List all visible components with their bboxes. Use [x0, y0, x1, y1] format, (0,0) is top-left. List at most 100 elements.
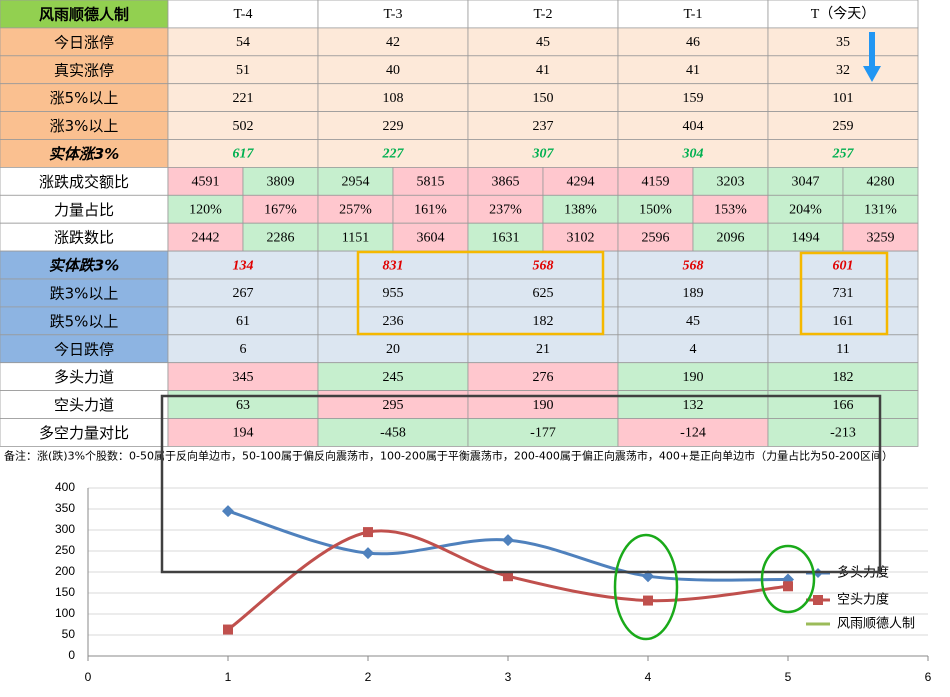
cell-value: 2286	[267, 230, 295, 245]
cell-bg	[692, 222, 769, 252]
cell-value: 32	[836, 63, 850, 78]
row-label: 力量占比	[54, 201, 114, 219]
x-tick-label: 3	[505, 670, 512, 684]
cell-value: -458	[380, 426, 406, 441]
cell-bg	[317, 278, 469, 308]
cell-value: 3203	[717, 175, 745, 190]
annotation	[356, 250, 605, 336]
cell-bg	[467, 0, 619, 29]
cell-bg	[617, 418, 769, 447]
marker	[643, 595, 653, 606]
cell-bg	[467, 334, 619, 364]
cell-value: 45	[536, 35, 550, 50]
cell-bg	[0, 362, 169, 392]
cell-bg	[767, 27, 919, 57]
cell-value: 2954	[342, 175, 370, 190]
cell-value: 955	[383, 286, 404, 301]
cell-bg	[0, 166, 169, 196]
cell-value: 45	[686, 314, 700, 329]
cell-value: 2442	[192, 230, 220, 245]
cell-value: 120%	[189, 202, 222, 217]
cell-bg	[467, 139, 619, 168]
cell-value: 237%	[489, 202, 522, 217]
cell-bg	[767, 334, 919, 364]
cell-bg	[767, 55, 919, 85]
cell-value: 1151	[342, 230, 369, 245]
cell-value: 41	[536, 63, 550, 78]
row-label: 涨3%以上	[50, 117, 119, 135]
annotation	[863, 32, 881, 82]
cell-bg	[167, 334, 319, 364]
x-tick-label: 5	[785, 670, 792, 684]
cell-value: 182	[833, 370, 854, 385]
cell-bg	[317, 111, 469, 140]
cell-value: 46	[686, 35, 700, 50]
cell-value: 2596	[642, 230, 670, 245]
cell-bg	[617, 166, 694, 196]
cell-bg	[842, 166, 919, 196]
cell-bg	[0, 27, 169, 57]
cell-value: 40	[386, 63, 400, 78]
cell-bg	[242, 222, 319, 252]
cell-value: 161%	[414, 202, 447, 217]
cell-bg	[617, 362, 769, 392]
cell-value: 131%	[864, 202, 897, 217]
cell-value: 61	[236, 314, 250, 329]
note: 备注：涨(跌)3%个股数：0-50属于反向单边市，50-100属于偏反向震荡市，…	[4, 448, 893, 462]
row-label: 多头力道	[54, 368, 114, 386]
cell-bg	[617, 0, 769, 29]
cell-value: 3259	[867, 230, 895, 245]
y-tick-label: 150	[55, 585, 75, 599]
cell-value: 41	[686, 63, 700, 78]
cell-bg	[167, 250, 319, 280]
annotation	[160, 394, 882, 574]
cell-bg	[242, 194, 319, 224]
cell-value: 6	[240, 342, 247, 357]
cell-value: 51	[236, 63, 250, 78]
cell-bg	[617, 306, 769, 336]
cell-value: -213	[830, 426, 856, 441]
marker	[222, 505, 234, 518]
cell-value: -177	[530, 426, 556, 441]
header-cell: T-1	[684, 7, 703, 22]
row-label: 真实涨停	[54, 61, 114, 79]
cell-bg	[617, 250, 769, 280]
cell-value: 159	[683, 91, 704, 106]
cell-value: 257%	[339, 202, 372, 217]
cell-bg	[467, 362, 619, 392]
cell-bg	[167, 194, 244, 224]
annotation	[799, 251, 889, 336]
cell-bg	[842, 194, 919, 224]
cell-bg	[317, 306, 469, 336]
cell-bg	[467, 55, 619, 85]
cell-bg	[767, 418, 919, 447]
cell-value: 161	[833, 314, 854, 329]
y-tick-label: 250	[55, 543, 75, 557]
cell-value: 132	[683, 398, 704, 413]
row-label: 涨跌成交额比	[39, 173, 129, 191]
cell-value: 601	[833, 258, 854, 273]
header-cell: T-3	[384, 7, 403, 22]
header-cell: T（今天）	[811, 6, 876, 22]
row-label: 跌5%以上	[50, 312, 119, 330]
cell-value: 3809	[267, 175, 295, 190]
cell-value: 568	[533, 258, 554, 273]
series-line	[227, 529, 789, 631]
y-tick-label: 50	[62, 627, 76, 641]
cell-value: 237	[533, 119, 554, 134]
header-cell: T-4	[234, 7, 253, 22]
cell-bg	[542, 166, 619, 196]
header-cell: 风雨顺德人制	[39, 5, 129, 23]
row-label: 多空力量对比	[39, 424, 129, 442]
cell-bg	[692, 194, 769, 224]
cell-value: 35	[836, 35, 850, 50]
cell-value: -124	[680, 426, 706, 441]
cell-value: 304	[682, 147, 704, 162]
cell-bg	[467, 278, 619, 308]
cell-bg	[317, 166, 394, 196]
cell-bg	[767, 306, 919, 336]
cell-bg	[767, 250, 919, 280]
row-label: 实体跌3%	[49, 257, 119, 275]
cell-value: 257	[832, 147, 855, 162]
